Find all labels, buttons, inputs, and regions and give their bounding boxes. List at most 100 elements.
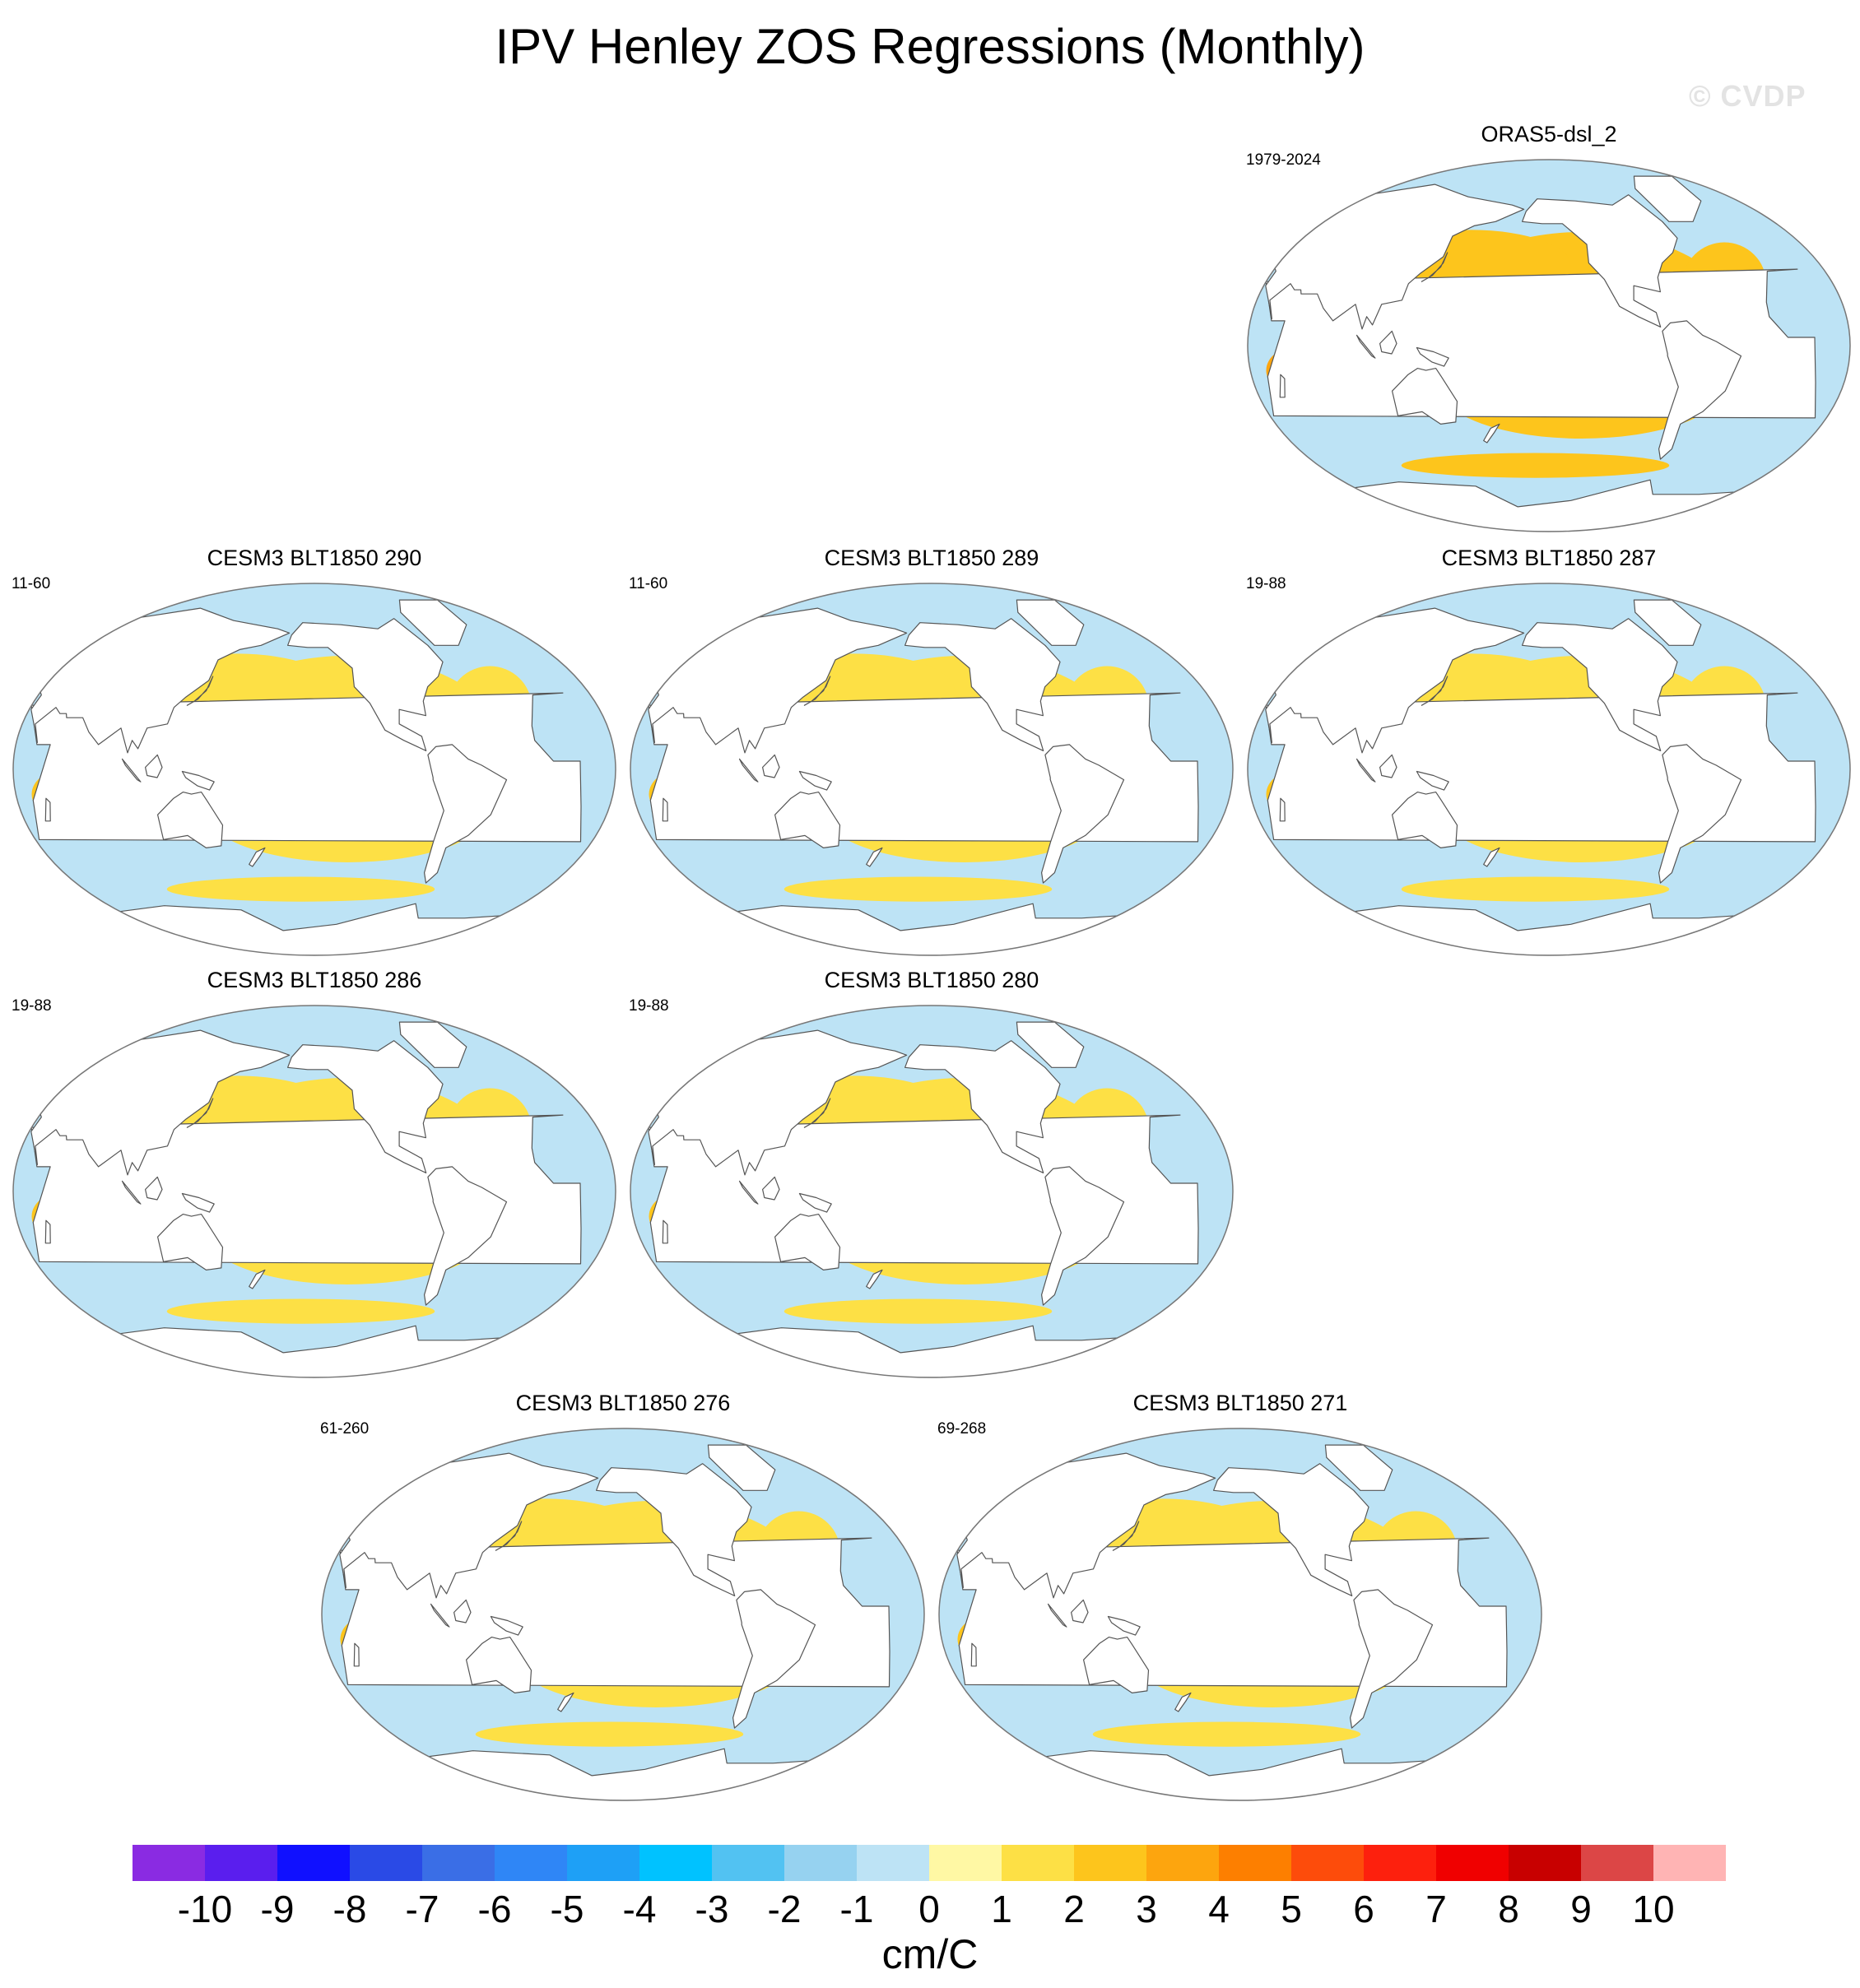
panel-period: 11-60 [629,575,668,592]
map-panel-cesm3-286: CESM3 BLT1850 286 19-88 [10,968,619,1379]
map-border [1247,583,1851,956]
land-new-zealand [1174,1692,1192,1712]
anomaly-contour [784,1298,1053,1324]
land-sumatra [121,1180,142,1205]
land-australia [1392,368,1458,425]
land-borneo [145,754,163,778]
land-madagascar [970,1642,977,1667]
land-antarctica [1334,903,1763,955]
map-border [630,1005,1234,1378]
map-border [12,583,616,956]
land-japan [186,1098,214,1128]
colorbar-swatch [1291,1845,1364,1881]
colorbar-units-label: cm/C [882,1931,979,1977]
map-border [630,583,1234,956]
land-south-america [1658,744,1742,884]
anomaly-contour [166,1298,435,1324]
map-svg [12,583,616,956]
land-japan [1112,1521,1140,1551]
land-madagascar [662,797,668,822]
map-panel-cesm3-280: CESM3 BLT1850 280 19-88 [627,968,1236,1379]
cvdp-watermark: © CVDP [1689,79,1807,113]
map-border [1247,159,1851,532]
map-border [12,1005,616,1378]
land-new-guinea [490,1615,523,1636]
land-north-america [904,1040,1061,1173]
map-svg [321,1428,925,1801]
colorbar-tick-label: 4 [1208,1888,1230,1930]
colorbar-tick-label: -10 [178,1888,232,1930]
land-antarctica [717,1325,1146,1377]
land-australia [774,792,841,848]
land-south-america [424,744,508,884]
land-new-guinea [181,770,215,791]
land-north-america [287,1040,444,1173]
colorbar-tick-label: 2 [1063,1888,1085,1930]
colorbar-tick-label: -5 [551,1888,584,1930]
panel-period: 1979-2024 [1246,151,1321,169]
land-south-america [424,1166,508,1306]
land-eurasia [648,1029,908,1176]
land-borneo [762,754,780,778]
land-antarctica [1334,479,1763,532]
map-svg [1247,583,1851,956]
land-antarctica [717,903,1146,955]
colorbar-tick-label: 7 [1425,1888,1447,1930]
map-panel-cesm3-271: CESM3 BLT1850 271 69-268 [936,1391,1545,1802]
land-south-america [732,1589,816,1729]
anomaly-contour [166,876,435,902]
land-australia [157,1214,224,1270]
land-new-guinea [181,1192,215,1213]
land-new-guinea [1416,346,1449,367]
land-antarctica [100,903,528,955]
colorbar-swatch [929,1845,1002,1881]
land-new-zealand [249,847,266,867]
land-madagascar [353,1642,360,1667]
land-borneo [453,1599,472,1623]
colorbar-tick-label: -7 [406,1888,439,1930]
figure-title: IPV Henley ZOS Regressions (Monthly) [495,19,1365,74]
colorbar-swatch [422,1845,495,1881]
land-sumatra [738,1180,759,1205]
anomaly-contour [1401,876,1670,902]
colorbar-swatch [350,1845,422,1881]
colorbar-tick-labels: -10 -9 -8 -7 -6 -5 -4 -3 -2 -1 0 1 2 3 4 5 6 7 8 9 10 [178,1888,1675,1930]
land-new-zealand [1483,847,1500,867]
land-australia [466,1637,532,1693]
colorbar-swatch [1146,1845,1219,1881]
colorbar-swatch [567,1845,639,1881]
land-borneo [1379,754,1397,778]
colorbar-tick-label: 9 [1570,1888,1592,1930]
land-south-america [1658,320,1742,460]
land-sumatra [1355,758,1376,783]
panel-period: 19-88 [1246,575,1286,592]
land-borneo [145,1176,163,1201]
land-new-zealand [557,1692,574,1712]
land-eurasia [648,607,908,754]
land-japan [495,1521,523,1551]
land-australia [157,792,224,848]
land-japan [803,1098,831,1128]
land-sumatra [1047,1603,1067,1628]
colorbar-swatch [205,1845,277,1881]
panel-title: CESM3 BLT1850 290 [207,546,422,570]
land-new-guinea [798,1192,832,1213]
colorbar-swatches [133,1845,1726,1881]
anomaly-contour [784,876,1053,902]
land-north-america [596,1463,752,1596]
land-madagascar [44,797,51,822]
land-madagascar [1279,797,1286,822]
panel-title: CESM3 BLT1850 271 [1132,1391,1348,1415]
colorbar-swatch [712,1845,784,1881]
land-south-america [1041,744,1125,884]
colorbar-swatch [784,1845,857,1881]
land-new-guinea [1107,1615,1141,1636]
colorbar-swatch [1509,1845,1581,1881]
land-borneo [1071,1599,1089,1623]
land-sumatra [430,1603,450,1628]
panel-title: CESM3 BLT1850 287 [1441,546,1657,570]
colorbar-swatch [495,1845,567,1881]
colorbar-tick-label: 5 [1281,1888,1302,1930]
map-panel-cesm3-276: CESM3 BLT1850 276 61-260 [319,1391,928,1802]
land-new-zealand [1483,423,1500,444]
